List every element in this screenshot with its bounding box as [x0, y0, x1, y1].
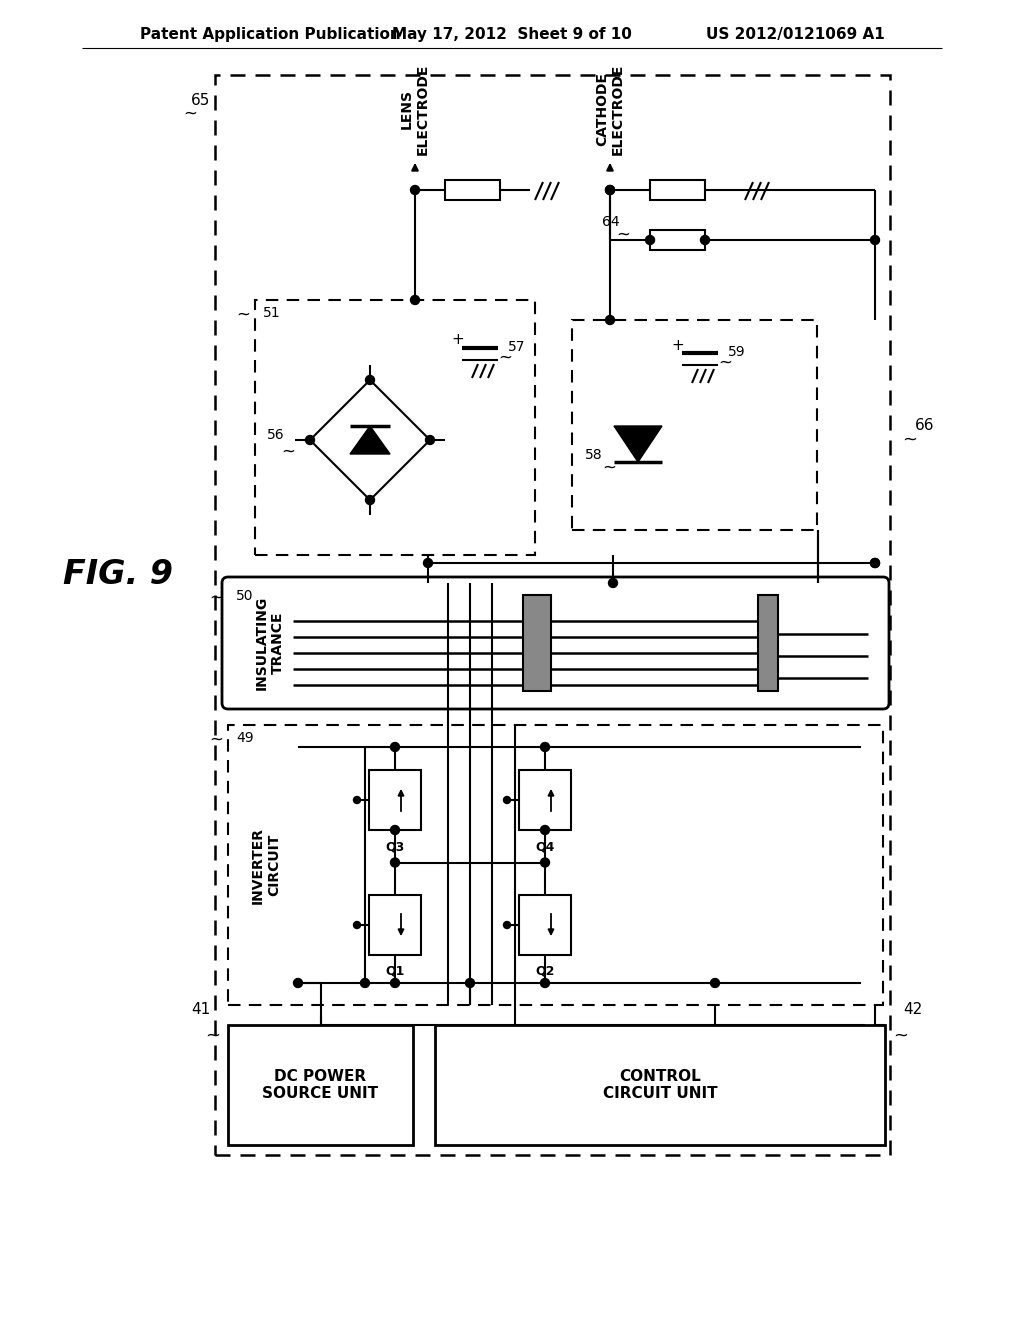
- Circle shape: [870, 558, 880, 568]
- Circle shape: [424, 558, 432, 568]
- Text: Q3: Q3: [385, 840, 404, 853]
- Text: 59: 59: [728, 345, 745, 359]
- Circle shape: [390, 858, 399, 867]
- Text: ~: ~: [281, 444, 295, 461]
- Circle shape: [390, 825, 399, 834]
- Circle shape: [605, 186, 614, 194]
- Circle shape: [366, 375, 375, 384]
- Circle shape: [353, 921, 360, 928]
- Text: ~: ~: [902, 432, 918, 449]
- Text: Patent Application Publication: Patent Application Publication: [140, 28, 400, 42]
- Bar: [758, 595, 778, 690]
- Bar: [215, 75, 890, 1155]
- Circle shape: [390, 978, 399, 987]
- Bar: [369, 895, 421, 954]
- Text: ~: ~: [602, 459, 616, 477]
- Text: +: +: [672, 338, 684, 352]
- Text: CONTROL
CIRCUIT UNIT: CONTROL CIRCUIT UNIT: [603, 1069, 718, 1101]
- Text: DC POWER
SOURCE UNIT: DC POWER SOURCE UNIT: [262, 1069, 379, 1101]
- Circle shape: [711, 978, 720, 987]
- Bar: [445, 180, 500, 201]
- Circle shape: [608, 578, 617, 587]
- Circle shape: [541, 858, 550, 867]
- Circle shape: [700, 235, 710, 244]
- Polygon shape: [614, 426, 662, 462]
- Text: ~: ~: [183, 106, 197, 123]
- Text: ~: ~: [209, 731, 223, 748]
- Bar: [519, 895, 571, 954]
- Bar: [650, 230, 705, 249]
- Circle shape: [870, 235, 880, 244]
- Circle shape: [504, 921, 511, 928]
- Text: FIG. 9: FIG. 9: [63, 558, 173, 591]
- Text: 58: 58: [586, 447, 603, 462]
- Bar: [435, 1026, 885, 1144]
- Circle shape: [390, 742, 399, 751]
- Bar: [519, 770, 571, 830]
- Bar: [758, 595, 778, 690]
- Text: LENS
ELECTRODE: LENS ELECTRODE: [400, 63, 430, 154]
- Text: 49: 49: [236, 731, 254, 744]
- Circle shape: [426, 436, 434, 445]
- Text: Q4: Q4: [536, 840, 555, 853]
- Text: Q2: Q2: [536, 965, 555, 978]
- Circle shape: [294, 978, 302, 987]
- Circle shape: [645, 235, 654, 244]
- Text: 51: 51: [263, 306, 281, 319]
- Text: 41: 41: [190, 1002, 210, 1016]
- Circle shape: [541, 742, 550, 751]
- Circle shape: [353, 796, 360, 804]
- Text: ~: ~: [205, 1027, 220, 1045]
- Circle shape: [360, 978, 370, 987]
- Text: ~: ~: [616, 226, 630, 244]
- Text: 50: 50: [236, 589, 254, 603]
- Bar: [255, 300, 535, 554]
- Text: ~: ~: [236, 306, 250, 323]
- Text: INSULATING
TRANCE: INSULATING TRANCE: [255, 595, 285, 690]
- Circle shape: [411, 296, 420, 305]
- Text: 65: 65: [190, 92, 210, 108]
- Circle shape: [605, 315, 614, 325]
- Text: May 17, 2012  Sheet 9 of 10: May 17, 2012 Sheet 9 of 10: [392, 28, 632, 42]
- Circle shape: [366, 495, 375, 504]
- Circle shape: [466, 978, 474, 987]
- Circle shape: [504, 796, 511, 804]
- Bar: [523, 595, 551, 690]
- FancyBboxPatch shape: [222, 577, 889, 709]
- Text: US 2012/0121069 A1: US 2012/0121069 A1: [707, 28, 885, 42]
- Text: 66: 66: [915, 417, 935, 433]
- Circle shape: [305, 436, 314, 445]
- Polygon shape: [350, 426, 390, 454]
- Text: 42: 42: [903, 1002, 923, 1016]
- Circle shape: [541, 978, 550, 987]
- Circle shape: [605, 186, 614, 194]
- Text: 57: 57: [508, 341, 525, 354]
- Circle shape: [411, 186, 420, 194]
- Text: Q1: Q1: [385, 965, 404, 978]
- Text: +: +: [452, 333, 464, 347]
- Bar: [228, 1026, 413, 1144]
- Bar: [572, 319, 817, 531]
- Bar: [650, 180, 705, 201]
- Text: 64: 64: [602, 215, 620, 228]
- Bar: [369, 770, 421, 830]
- Text: ~: ~: [498, 348, 512, 367]
- Text: ~: ~: [209, 589, 223, 607]
- Circle shape: [541, 825, 550, 834]
- Text: ~: ~: [893, 1027, 908, 1045]
- Bar: [228, 725, 883, 1005]
- Text: INVERTER
CIRCUIT: INVERTER CIRCUIT: [251, 826, 282, 903]
- Bar: [523, 595, 551, 690]
- Text: 56: 56: [267, 428, 285, 442]
- Circle shape: [870, 558, 880, 568]
- Text: CATHODE
ELECTRODE: CATHODE ELECTRODE: [595, 63, 625, 154]
- Text: ~: ~: [718, 354, 732, 372]
